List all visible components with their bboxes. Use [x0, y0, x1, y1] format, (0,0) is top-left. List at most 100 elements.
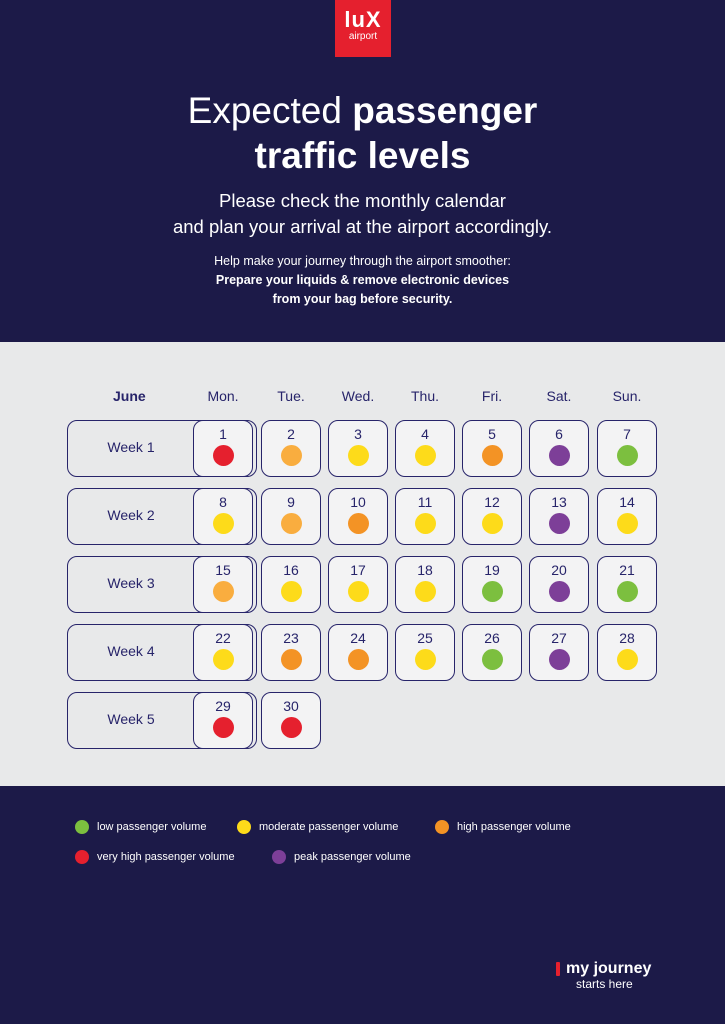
- legend-label: very high passenger volume: [97, 851, 235, 863]
- month-label: June: [113, 388, 146, 404]
- legend-label: low passenger volume: [97, 821, 207, 833]
- day-header: Wed.: [341, 388, 375, 404]
- traffic-level-dot: [617, 513, 638, 534]
- day-number: 15: [215, 562, 231, 578]
- day-number: 27: [551, 630, 567, 646]
- page-title: Expected passenger traffic levels: [187, 90, 538, 176]
- day-cell: 4: [395, 420, 455, 477]
- day-number: 20: [551, 562, 567, 578]
- traffic-level-dot: [213, 445, 234, 466]
- traffic-level-dot: [415, 445, 436, 466]
- day-cell: 28: [597, 624, 657, 681]
- day-number: 25: [417, 630, 433, 646]
- legend-item: high passenger volume: [435, 820, 571, 834]
- day-number: 13: [551, 494, 567, 510]
- day-cell: 18: [395, 556, 455, 613]
- traffic-level-dot: [281, 649, 302, 670]
- day-cell: 7: [597, 420, 657, 477]
- traffic-level-dot: [482, 649, 503, 670]
- traffic-level-dot: [549, 581, 570, 602]
- week-label: Week 4: [107, 643, 155, 659]
- traffic-level-dot: [482, 445, 503, 466]
- legend-item: very high passenger volume: [75, 850, 235, 864]
- traffic-level-dot: [415, 513, 436, 534]
- day-cell: 2: [261, 420, 321, 477]
- day-cell: 22: [193, 624, 253, 681]
- day-cell: 15: [193, 556, 253, 613]
- traffic-level-dot: [213, 649, 234, 670]
- day-number: 29: [215, 698, 231, 714]
- legend-item: low passenger volume: [75, 820, 206, 834]
- traffic-level-dot: [348, 445, 369, 466]
- traffic-level-dot: [617, 445, 638, 466]
- traffic-level-dot: [617, 581, 638, 602]
- help-text: Help make your journey through the airpo…: [214, 254, 511, 306]
- traffic-level-dot: [482, 581, 503, 602]
- day-header: Sat.: [546, 388, 572, 404]
- day-header: Thu.: [410, 388, 439, 404]
- subtitle: Please check the monthly calendar and pl…: [172, 190, 553, 237]
- day-cell: 6: [529, 420, 589, 477]
- legend-item: peak passenger volume: [272, 850, 411, 864]
- day-number: 10: [350, 494, 366, 510]
- day-number: 12: [484, 494, 500, 510]
- traffic-level-dot: [549, 445, 570, 466]
- traffic-level-dot: [415, 581, 436, 602]
- traffic-level-dot: [348, 581, 369, 602]
- day-cell: 8: [193, 488, 253, 545]
- legend-label: high passenger volume: [457, 821, 571, 833]
- legend-label: moderate passenger volume: [259, 821, 399, 833]
- day-number: 19: [484, 562, 500, 578]
- header-section: luX airport Expected passenger traffic l…: [0, 0, 725, 342]
- day-number: 7: [623, 426, 631, 442]
- lux-airport-logo: luX airport: [335, 0, 391, 57]
- week-label: Week 3: [107, 575, 155, 591]
- day-number: 26: [484, 630, 500, 646]
- day-number: 4: [421, 426, 429, 442]
- legend-dot-icon: [75, 850, 89, 864]
- day-number: 8: [219, 494, 227, 510]
- day-cell: 3: [328, 420, 388, 477]
- day-cell: 25: [395, 624, 455, 681]
- traffic-level-dot: [549, 513, 570, 534]
- day-header: Mon.: [207, 388, 239, 404]
- day-number: 1: [219, 426, 227, 442]
- day-cell: 9: [261, 488, 321, 545]
- day-cell: 20: [529, 556, 589, 613]
- day-header: Tue.: [277, 388, 305, 404]
- traffic-level-dot: [348, 649, 369, 670]
- day-number: 14: [619, 494, 635, 510]
- day-number: 3: [354, 426, 362, 442]
- traffic-level-dot: [281, 513, 302, 534]
- day-cell: 29: [193, 692, 253, 749]
- day-cell: 12: [462, 488, 522, 545]
- traffic-level-dot: [281, 445, 302, 466]
- day-cell: 1: [193, 420, 253, 477]
- brand-mark-icon: [556, 962, 560, 976]
- day-cell: 23: [261, 624, 321, 681]
- day-number: 17: [350, 562, 366, 578]
- day-cell: 30: [261, 692, 321, 749]
- legend-dot-icon: [435, 820, 449, 834]
- traffic-level-dot: [348, 513, 369, 534]
- traffic-level-dot: [281, 717, 302, 738]
- legend-dot-icon: [75, 820, 89, 834]
- week-label: Week 1: [107, 439, 155, 455]
- traffic-level-dot: [281, 581, 302, 602]
- traffic-level-dot: [415, 649, 436, 670]
- day-number: 16: [283, 562, 299, 578]
- day-cell: 11: [395, 488, 455, 545]
- week-label: Week 2: [107, 507, 155, 523]
- day-cell: 24: [328, 624, 388, 681]
- day-cell: 13: [529, 488, 589, 545]
- day-number: 6: [555, 426, 563, 442]
- legend-item: moderate passenger volume: [237, 820, 398, 834]
- day-cell: 26: [462, 624, 522, 681]
- traffic-level-dot: [213, 717, 234, 738]
- day-number: 18: [417, 562, 433, 578]
- week-label: Week 5: [107, 711, 155, 727]
- legend-dot-icon: [272, 850, 286, 864]
- day-cell: 16: [261, 556, 321, 613]
- day-number: 21: [619, 562, 635, 578]
- day-number: 24: [350, 630, 366, 646]
